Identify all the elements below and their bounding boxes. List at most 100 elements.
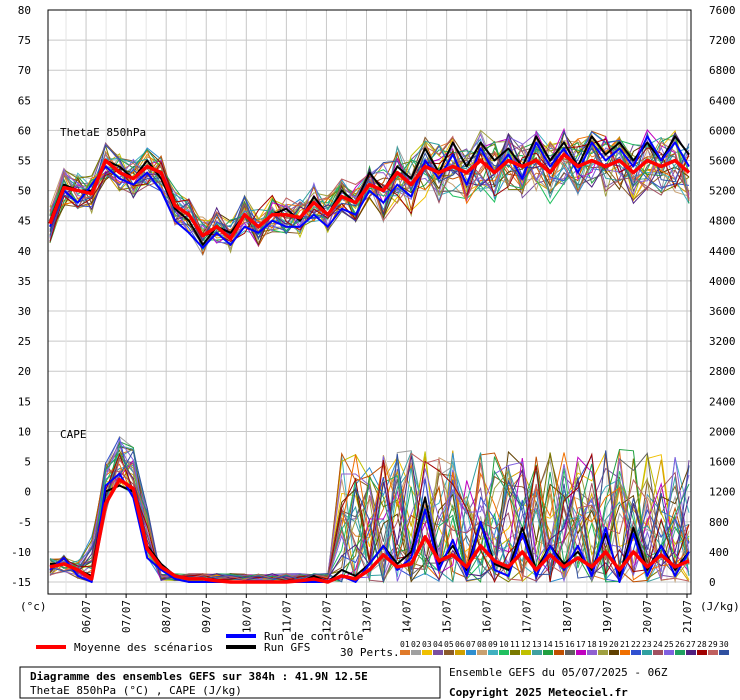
member-legend-label: 12 bbox=[521, 640, 531, 649]
y-tick-left: -5 bbox=[18, 516, 31, 529]
y-tick-right: 800 bbox=[709, 516, 729, 529]
y-tick-left: 20 bbox=[18, 365, 31, 378]
y-tick-right: 2800 bbox=[709, 365, 736, 378]
y-tick-right: 4400 bbox=[709, 245, 736, 258]
member-legend-swatch bbox=[400, 650, 410, 655]
member-legend-label: 18 bbox=[587, 640, 597, 649]
y-tick-left: 25 bbox=[18, 335, 31, 348]
x-tick-label: 14/07 bbox=[401, 600, 414, 633]
x-tick-label: 10/07 bbox=[240, 600, 253, 633]
member-legend-label: 27 bbox=[686, 640, 696, 649]
member-legend-label: 17 bbox=[576, 640, 586, 649]
series-thetae-line bbox=[49, 135, 690, 249]
y-tick-right: 1600 bbox=[709, 456, 736, 469]
x-tick-label: 09/07 bbox=[200, 600, 213, 633]
left-unit-label: (°c) bbox=[20, 600, 47, 613]
y-tick-left: 50 bbox=[18, 185, 31, 198]
member-thetae-line bbox=[49, 136, 690, 252]
member-legend-swatch bbox=[576, 650, 586, 655]
member-thetae-line bbox=[49, 133, 690, 235]
member-legend-label: 03 bbox=[422, 640, 432, 649]
x-tick-label: 21/07 bbox=[681, 600, 694, 633]
member-legend-swatch bbox=[565, 650, 575, 655]
member-legend-swatch bbox=[411, 650, 421, 655]
member-legend-swatch bbox=[455, 650, 465, 655]
member-legend-label: 20 bbox=[609, 640, 619, 649]
member-legend-swatch bbox=[598, 650, 608, 655]
member-legend-label: 09 bbox=[488, 640, 498, 649]
member-legend-label: 23 bbox=[642, 640, 652, 649]
y-tick-left: 0 bbox=[24, 486, 31, 499]
member-legend-swatch bbox=[466, 650, 476, 655]
member-legend-swatch bbox=[554, 650, 564, 655]
x-tick-label: 12/07 bbox=[320, 600, 333, 633]
member-legend-swatch bbox=[422, 650, 432, 655]
x-tick-label: 18/07 bbox=[561, 600, 574, 633]
y-tick-left: 65 bbox=[18, 94, 31, 107]
series-cape-line bbox=[49, 472, 690, 583]
member-legend-swatch bbox=[697, 650, 707, 655]
y-tick-right: 400 bbox=[709, 546, 729, 559]
y-tick-left: 55 bbox=[18, 155, 31, 168]
series-thetae-line bbox=[49, 135, 690, 246]
y-tick-right: 6000 bbox=[709, 124, 736, 137]
member-legend-swatch bbox=[675, 650, 685, 655]
member-legend-swatch bbox=[543, 650, 553, 655]
y-tick-right: 5200 bbox=[709, 185, 736, 198]
member-legend-label: 21 bbox=[620, 640, 630, 649]
member-legend-label: 16 bbox=[565, 640, 575, 649]
member-legend-label: 28 bbox=[697, 640, 707, 649]
x-tick-label: 15/07 bbox=[441, 600, 454, 633]
y-tick-right: 1200 bbox=[709, 486, 736, 499]
legend-control-label: Run de contrôle bbox=[264, 630, 363, 643]
x-tick-label: 20/07 bbox=[641, 600, 654, 633]
member-thetae-line bbox=[49, 129, 690, 241]
panel-label-cape: CAPE bbox=[60, 428, 87, 441]
member-legend-swatch bbox=[444, 650, 454, 655]
legend-gfs-label: Run GFS bbox=[264, 641, 310, 654]
member-legend-label: 15 bbox=[554, 640, 564, 649]
member-legend-label: 06 bbox=[455, 640, 465, 649]
y-tick-left: -10 bbox=[11, 546, 31, 559]
y-tick-right: 4000 bbox=[709, 275, 736, 288]
y-tick-right: 2000 bbox=[709, 425, 736, 438]
panel-label-thetae: ThetaE 850hPa bbox=[60, 126, 146, 139]
y-tick-left: 5 bbox=[24, 456, 31, 469]
member-legend-label: 05 bbox=[444, 640, 454, 649]
member-legend: 01 02 03 04 05 06 07 08 09 10 11 12 13 14 15 16 17 18 19 20… bbox=[400, 640, 729, 655]
member-legend-label: 13 bbox=[532, 640, 542, 649]
series-cape-line bbox=[49, 477, 690, 584]
member-legend-label: 26 bbox=[675, 640, 685, 649]
member-legend-swatch bbox=[653, 650, 663, 655]
member-legend-label: 07 bbox=[466, 640, 476, 649]
member-legend-swatch bbox=[532, 650, 542, 655]
member-legend-swatch bbox=[631, 650, 641, 655]
y-tick-right: 7600 bbox=[709, 4, 736, 17]
member-legend-label: 30 bbox=[719, 640, 729, 649]
legend-mean-label: Moyenne des scénarios bbox=[74, 641, 213, 654]
member-legend-label: 01 bbox=[400, 640, 410, 649]
x-tick-label: 17/07 bbox=[521, 600, 534, 633]
member-legend-label: 08 bbox=[477, 640, 487, 649]
right-unit-label: (J/kg) bbox=[700, 600, 740, 613]
y-tick-right: 2400 bbox=[709, 395, 736, 408]
member-legend-label: 22 bbox=[631, 640, 641, 649]
y-tick-left: 35 bbox=[18, 275, 31, 288]
x-tick-label: 16/07 bbox=[481, 600, 494, 633]
y-tick-left: 60 bbox=[18, 124, 31, 137]
member-legend-label: 29 bbox=[708, 640, 718, 649]
plot-frame bbox=[47, 9, 692, 595]
chart-subtitle: ThetaE 850hPa (°C) , CAPE (J/kg) bbox=[30, 684, 242, 697]
member-thetae-line bbox=[49, 131, 690, 251]
member-legend-swatch bbox=[587, 650, 597, 655]
y-tick-right: 6800 bbox=[709, 64, 736, 77]
y-tick-left: 75 bbox=[18, 34, 31, 47]
member-legend-label: 04 bbox=[433, 640, 443, 649]
y-tick-left: -15 bbox=[11, 576, 31, 589]
member-legend-swatch bbox=[642, 650, 652, 655]
y-tick-left: 70 bbox=[18, 64, 31, 77]
member-legend-label: 10 bbox=[499, 640, 509, 649]
